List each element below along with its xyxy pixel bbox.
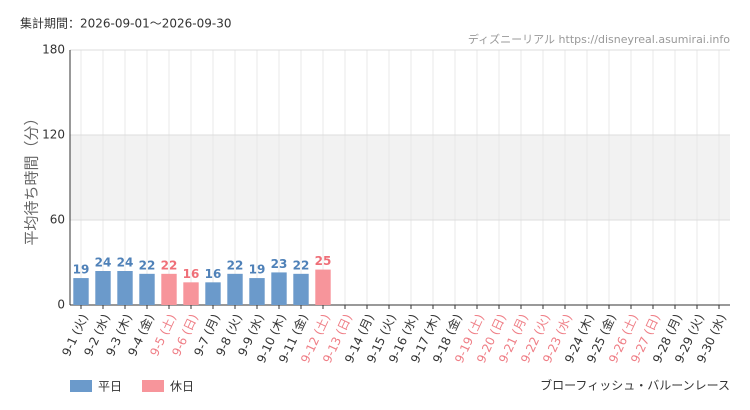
bar: [183, 282, 199, 305]
value-label: 19: [73, 263, 90, 277]
value-label: 25: [315, 254, 332, 268]
value-label: 23: [271, 257, 288, 271]
bar: [161, 273, 177, 305]
value-label: 22: [227, 258, 244, 272]
y-tick-label: 0: [57, 298, 65, 312]
bar: [73, 278, 89, 305]
legend-swatch: [142, 380, 164, 392]
value-label: 22: [139, 258, 156, 272]
bar: [249, 278, 265, 305]
bar: [117, 271, 133, 305]
subtitle: ブローフィッシュ・バルーンレース: [540, 378, 730, 393]
bar: [315, 269, 331, 305]
bar: [227, 273, 243, 305]
value-label: 22: [161, 258, 178, 272]
value-label: 22: [293, 258, 310, 272]
value-label: 24: [117, 256, 134, 270]
legend-swatch: [70, 380, 92, 392]
value-label: 19: [249, 263, 266, 277]
value-label: 16: [205, 267, 222, 281]
bar: [205, 282, 221, 305]
y-tick-label: 60: [50, 213, 65, 227]
value-label: 24: [95, 256, 112, 270]
y-axis-title: 平均待ち時間（分）: [23, 110, 41, 245]
bar: [95, 271, 111, 305]
bar: [139, 273, 155, 305]
y-tick-label: 180: [42, 43, 65, 57]
value-label: 16: [183, 267, 200, 281]
y-tick-label: 120: [42, 128, 65, 142]
shaded-band: [70, 135, 730, 220]
legend-label: 休日: [170, 380, 194, 394]
bar: [271, 272, 287, 305]
bar: [293, 273, 309, 305]
period: 集計期間：2026-09-01〜2026-09-30: [20, 16, 231, 31]
source: ディズニーリアル https://disneyreal.asumirai.inf…: [468, 32, 730, 46]
legend-label: 平日: [98, 380, 122, 394]
